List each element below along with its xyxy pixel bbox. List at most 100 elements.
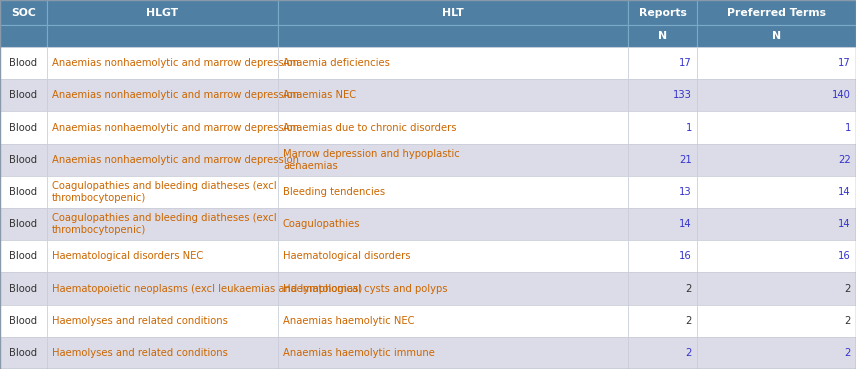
Text: Haematological cysts and polyps: Haematological cysts and polyps [283, 283, 448, 293]
Bar [278, 0, 628, 25]
Text: Anaemias nonhaemolytic and marrow depression: Anaemias nonhaemolytic and marrow depres… [52, 155, 299, 165]
Bar [628, 111, 697, 144]
Bar [697, 208, 856, 240]
Text: Blood: Blood [9, 316, 38, 326]
Bar [47, 304, 278, 337]
Bar [628, 208, 697, 240]
Text: Haematological disorders NEC: Haematological disorders NEC [52, 251, 203, 261]
Bar [0, 272, 47, 304]
Text: Haematological disorders: Haematological disorders [283, 251, 411, 261]
Bar [0, 144, 47, 176]
Bar [278, 208, 628, 240]
Bar [47, 176, 278, 208]
Bar [628, 176, 697, 208]
Bar [697, 337, 856, 369]
Bar [47, 144, 278, 176]
Bar [0, 176, 47, 208]
Text: 14: 14 [838, 187, 851, 197]
Bar [0, 240, 47, 272]
Text: 21: 21 [680, 155, 692, 165]
Bar [628, 25, 697, 47]
Bar [278, 272, 628, 304]
Text: Preferred Terms: Preferred Terms [727, 7, 826, 17]
Text: Bleeding tendencies: Bleeding tendencies [283, 187, 385, 197]
Text: 2: 2 [845, 316, 851, 326]
Bar [0, 304, 47, 337]
Text: Haemolyses and related conditions: Haemolyses and related conditions [52, 316, 228, 326]
Bar [697, 272, 856, 304]
Text: Anaemias nonhaemolytic and marrow depression: Anaemias nonhaemolytic and marrow depres… [52, 123, 299, 132]
Text: Anaemias NEC: Anaemias NEC [283, 90, 356, 100]
Text: 2: 2 [686, 283, 692, 293]
Bar [278, 240, 628, 272]
Text: Reports: Reports [639, 7, 687, 17]
Text: Marrow depression and hypoplastic
aenaemias: Marrow depression and hypoplastic aenaem… [283, 148, 460, 171]
Text: 14: 14 [680, 219, 692, 229]
Bar [0, 111, 47, 144]
Text: 2: 2 [845, 283, 851, 293]
Text: HLT: HLT [443, 7, 464, 17]
Bar [697, 176, 856, 208]
Bar [0, 25, 47, 47]
Text: Anaemia deficiencies: Anaemia deficiencies [283, 58, 389, 68]
Bar [628, 79, 697, 111]
Text: 17: 17 [838, 58, 851, 68]
Text: 2: 2 [686, 316, 692, 326]
Text: Blood: Blood [9, 90, 38, 100]
Text: 2: 2 [845, 348, 851, 358]
Text: Blood: Blood [9, 58, 38, 68]
Bar [47, 208, 278, 240]
Bar [697, 304, 856, 337]
Text: 133: 133 [673, 90, 692, 100]
Bar [628, 0, 697, 25]
Bar [0, 79, 47, 111]
Bar [628, 47, 697, 79]
Bar [697, 111, 856, 144]
Text: 16: 16 [838, 251, 851, 261]
Bar [628, 337, 697, 369]
Bar [697, 0, 856, 25]
Text: 140: 140 [832, 90, 851, 100]
Bar [0, 0, 47, 25]
Bar [278, 25, 628, 47]
Text: Haematopoietic neoplasms (excl leukaemias and lymphomas): Haematopoietic neoplasms (excl leukaemia… [52, 283, 362, 293]
Bar [47, 47, 278, 79]
Bar [47, 337, 278, 369]
Text: Blood: Blood [9, 155, 38, 165]
Text: Anaemias haemolytic immune: Anaemias haemolytic immune [283, 348, 435, 358]
Bar [278, 144, 628, 176]
Text: 22: 22 [838, 155, 851, 165]
Bar [697, 25, 856, 47]
Bar [47, 240, 278, 272]
Bar [0, 208, 47, 240]
Text: SOC: SOC [11, 7, 36, 17]
Bar [278, 47, 628, 79]
Bar [697, 240, 856, 272]
Text: Coagulopathies and bleeding diatheses (excl
thrombocytopenic): Coagulopathies and bleeding diatheses (e… [52, 181, 276, 203]
Bar [278, 79, 628, 111]
Bar [697, 79, 856, 111]
Text: HLGT: HLGT [146, 7, 179, 17]
Text: Coagulopathies and bleeding diatheses (excl
thrombocytopenic): Coagulopathies and bleeding diatheses (e… [52, 213, 276, 235]
Text: Anaemias haemolytic NEC: Anaemias haemolytic NEC [283, 316, 414, 326]
Text: Blood: Blood [9, 219, 38, 229]
Bar [47, 79, 278, 111]
Text: 13: 13 [680, 187, 692, 197]
Text: 14: 14 [838, 219, 851, 229]
Text: Anaemias nonhaemolytic and marrow depression: Anaemias nonhaemolytic and marrow depres… [52, 90, 299, 100]
Bar [47, 25, 278, 47]
Text: N: N [658, 31, 667, 41]
Text: 1: 1 [845, 123, 851, 132]
Bar [278, 176, 628, 208]
Text: 16: 16 [680, 251, 692, 261]
Text: Anaemias due to chronic disorders: Anaemias due to chronic disorders [283, 123, 456, 132]
Text: Blood: Blood [9, 348, 38, 358]
Text: Blood: Blood [9, 123, 38, 132]
Text: Blood: Blood [9, 187, 38, 197]
Bar [47, 0, 278, 25]
Text: Coagulopathies: Coagulopathies [283, 219, 360, 229]
Bar [47, 272, 278, 304]
Text: Haemolyses and related conditions: Haemolyses and related conditions [52, 348, 228, 358]
Text: 1: 1 [686, 123, 692, 132]
Bar [697, 47, 856, 79]
